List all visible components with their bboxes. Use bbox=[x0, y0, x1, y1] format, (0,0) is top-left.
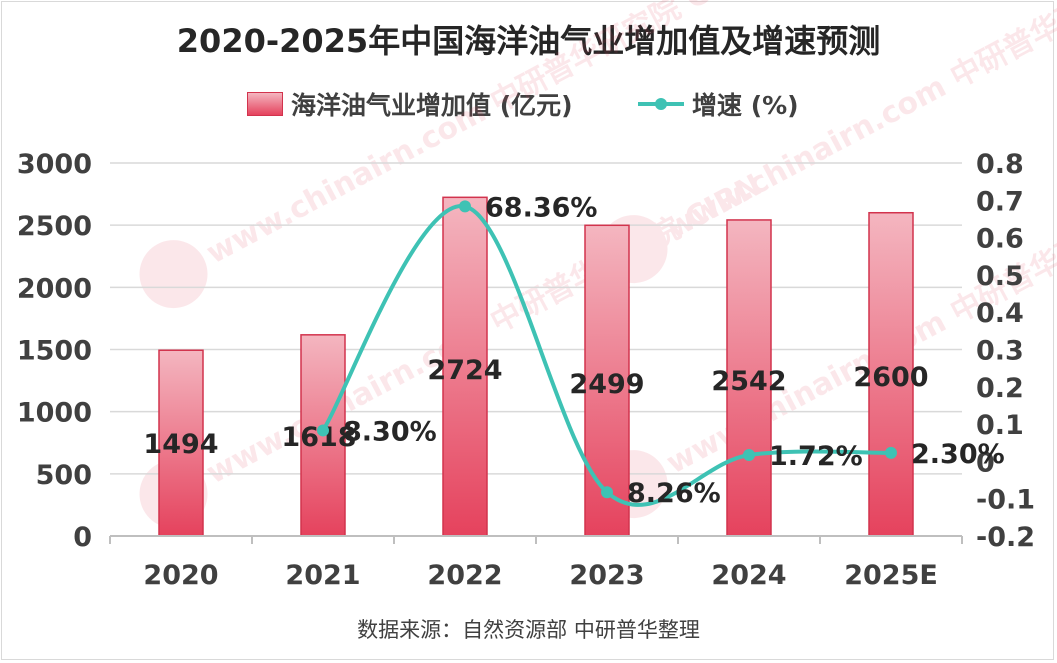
bar bbox=[726, 219, 772, 537]
legend-line-swatch bbox=[638, 98, 684, 110]
growth-value-label: 1.72% bbox=[769, 441, 863, 472]
y-right-tick-label: 0.2 bbox=[976, 373, 1024, 404]
y-left-tick-label: 1500 bbox=[17, 336, 92, 367]
x-tick-label: 2022 bbox=[427, 560, 502, 591]
growth-value-label: 8.26% bbox=[627, 478, 721, 509]
growth-line bbox=[321, 204, 892, 507]
x-tick-label: 2021 bbox=[285, 560, 360, 591]
x-axis: 2020 2021 2022 2023 2024 2025E bbox=[109, 535, 963, 591]
x-tick-label: 2020 bbox=[143, 560, 218, 591]
watermark-logo bbox=[139, 240, 208, 309]
y-right-tick-label: 0.1 bbox=[976, 410, 1024, 441]
y-left-tick-label: 500 bbox=[36, 460, 92, 491]
bar-value-label: 2499 bbox=[569, 369, 644, 400]
y-right-tick-label: 0.6 bbox=[976, 224, 1024, 255]
bar bbox=[442, 196, 488, 537]
bar bbox=[868, 211, 914, 537]
legend: 海洋油气业增加值 (亿元) 增速 (%) bbox=[0, 84, 1057, 124]
y-right-tick-label: 0.3 bbox=[976, 336, 1024, 367]
growth-point bbox=[743, 448, 755, 461]
y-left-tick-label: 2000 bbox=[17, 273, 92, 304]
bar bbox=[158, 349, 204, 537]
y-right-tick-label: -0.1 bbox=[976, 485, 1035, 516]
legend-line-label: 增速 (%) bbox=[692, 91, 799, 120]
growth-value-label: 68.36% bbox=[485, 192, 597, 223]
y-axis-left: 0 500 1000 1500 2000 2500 3000 bbox=[17, 149, 92, 553]
legend-item-line: 增速 (%) bbox=[636, 84, 799, 124]
y-right-tick-label: 0.4 bbox=[976, 298, 1024, 329]
growth-point bbox=[317, 424, 329, 437]
bar bbox=[584, 224, 630, 537]
x-tick-label: 2024 bbox=[711, 560, 786, 591]
legend-item-bar: 海洋油气业增加值 (亿元) bbox=[247, 84, 573, 124]
growth-point bbox=[459, 200, 471, 213]
y-right-tick-label: 0.7 bbox=[976, 186, 1024, 217]
bar-value-label: 2724 bbox=[427, 355, 502, 386]
line-series bbox=[317, 200, 897, 507]
bar-value-label: 1494 bbox=[143, 429, 218, 460]
line-value-labels: 8.30% 68.36% 8.26% 1.72% 2.30% bbox=[343, 192, 1005, 509]
legend-bar-label: 海洋油气业增加值 (亿元) bbox=[291, 91, 573, 120]
y-right-tick-label: 0.5 bbox=[976, 261, 1024, 292]
source-note: 数据来源：自然资源部 中研普华整理 bbox=[357, 618, 700, 642]
growth-value-label: 8.30% bbox=[343, 416, 437, 447]
y-left-tick-label: 1000 bbox=[17, 398, 92, 429]
y-axis-right: -0.2 -0.1 0 0.1 0.2 0.3 0.4 0.5 0.6 0.7 0.8 bbox=[976, 149, 1035, 553]
x-tick-label: 2023 bbox=[569, 560, 644, 591]
y-left-tick-label: 2500 bbox=[17, 211, 92, 242]
bar-value-label: 2542 bbox=[711, 366, 786, 397]
bar-value-label: 2600 bbox=[853, 362, 928, 393]
growth-point bbox=[601, 486, 613, 499]
growth-value-label: 2.30% bbox=[911, 439, 1005, 470]
y-right-tick-label: 0 bbox=[976, 447, 995, 478]
x-tick-label: 2025E bbox=[844, 560, 938, 591]
y-right-tick-label: 0.8 bbox=[976, 149, 1024, 180]
y-right-tick-label: -0.2 bbox=[976, 522, 1035, 553]
chart-title: 2020-2025年中国海洋油气业增加值及增速预测 bbox=[176, 22, 881, 60]
growth-point bbox=[885, 446, 897, 459]
legend-bar-swatch bbox=[247, 92, 283, 116]
y-left-tick-label: 0 bbox=[73, 522, 92, 553]
bar-series bbox=[158, 196, 914, 537]
y-left-tick-label: 3000 bbox=[17, 149, 92, 180]
